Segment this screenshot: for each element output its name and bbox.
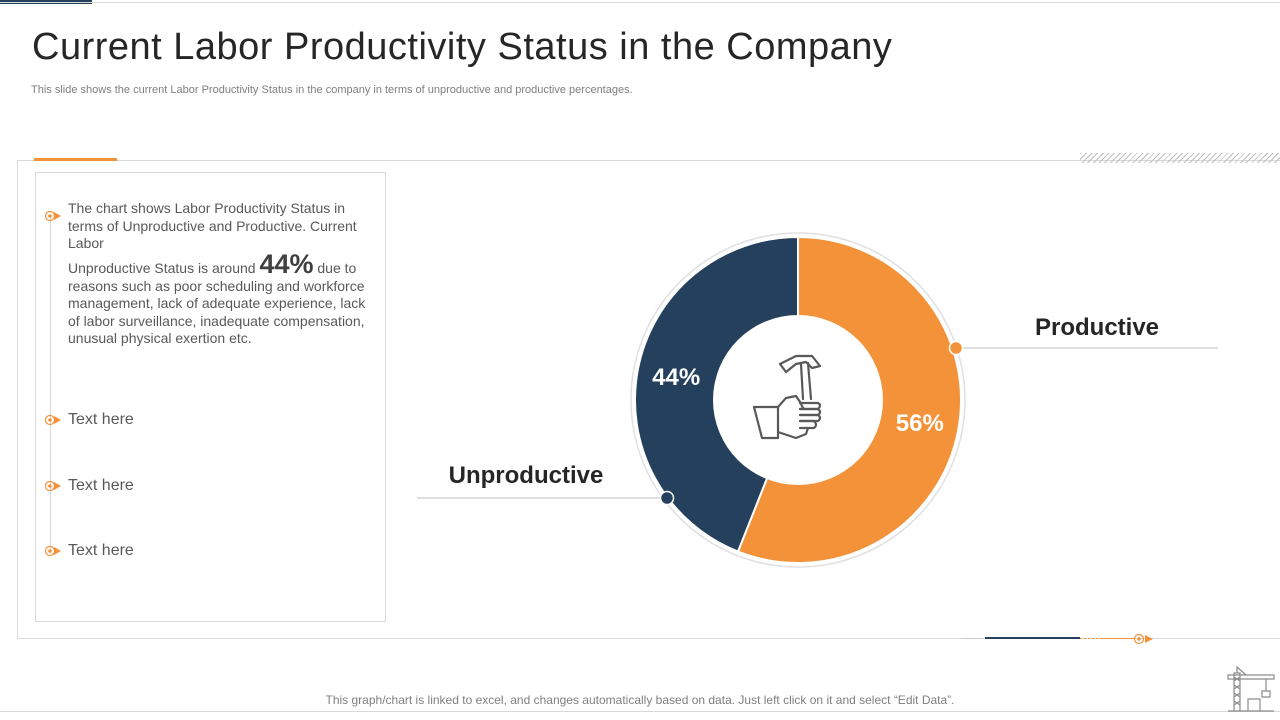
category-label-unproductive: Unproductive	[449, 462, 604, 489]
description-paragraph-1: The chart shows Labor Productivity Statu…	[68, 200, 357, 251]
hatch-decoration	[1080, 153, 1280, 163]
page-title: Current Labor Productivity Status in the…	[32, 26, 893, 68]
bottom-dashed-line	[1080, 638, 1100, 639]
footer-note: This graph/chart is linked to excel, and…	[325, 693, 955, 707]
orange-target-arrow-icon	[44, 480, 61, 492]
crane-icon	[1227, 665, 1275, 712]
text-item: Text here	[68, 477, 134, 494]
text-item: Text here	[68, 542, 134, 559]
orange-target-arrow-icon	[44, 210, 61, 222]
frame-accent-bar	[34, 158, 117, 161]
slice-value-label-productive: 56%	[896, 410, 944, 437]
page-subtitle: This slide shows the current Labor Produ…	[31, 84, 633, 96]
hand-hammer-icon	[752, 354, 822, 440]
orange-target-arrow-icon	[44, 414, 61, 426]
unproductive-marker	[659, 490, 675, 506]
slice-value-label-unproductive: 44%	[652, 364, 700, 391]
content-frame	[17, 160, 1280, 639]
bottom-navy-bar	[985, 637, 1080, 639]
description-text-continued: due to reasons such as poor scheduling a…	[68, 260, 366, 346]
bullet-connector-line	[50, 216, 51, 552]
footer-rule	[0, 711, 1280, 712]
orange-target-arrow-icon	[44, 545, 61, 557]
highlight-value: 44%	[259, 249, 314, 279]
orange-target-arrow-icon	[1133, 633, 1153, 645]
text-panel	[35, 172, 386, 622]
category-label-productive: Productive	[1035, 314, 1159, 341]
chart-outer-ring	[630, 232, 966, 568]
top-rule	[0, 2, 1280, 3]
description-paragraph-2: Unproductive Status is around 44% due to…	[68, 251, 368, 348]
text-item: Text here	[68, 411, 134, 428]
description-text: Unproductive Status is around	[68, 260, 260, 276]
bottom-orange-line	[1100, 638, 1135, 639]
productive-marker	[948, 340, 964, 356]
bottom-dotted-line	[965, 638, 985, 639]
